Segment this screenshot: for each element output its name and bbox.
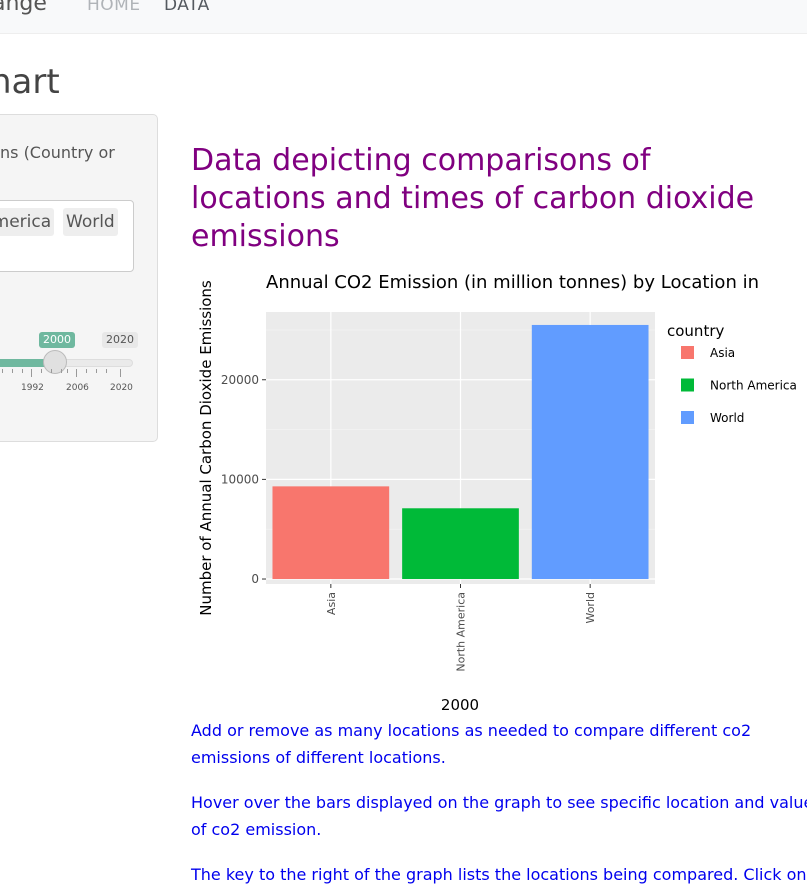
x-tick-label: North America bbox=[455, 592, 468, 672]
slider-tick bbox=[96, 369, 97, 373]
bar bbox=[531, 324, 649, 580]
nav-link-data[interactable]: DATA bbox=[164, 0, 210, 15]
info-line: Hover over the bars displayed on the gra… bbox=[191, 793, 807, 812]
page-title: hart bbox=[0, 62, 60, 102]
main-heading: Data depicting comparisons of locations … bbox=[191, 142, 807, 256]
bar bbox=[402, 508, 519, 580]
slider-tick bbox=[51, 369, 52, 373]
slider-tick-label: 2006 bbox=[66, 383, 89, 393]
main-heading-line: Data depicting comparisons of bbox=[191, 143, 651, 178]
slider-tick-label: 1992 bbox=[21, 383, 44, 393]
slider-tick bbox=[61, 369, 62, 373]
slider-tick bbox=[76, 369, 77, 377]
info-line: of co2 emission. bbox=[191, 820, 322, 839]
bar bbox=[272, 486, 390, 580]
slider-tick bbox=[41, 369, 42, 373]
y-tick-label: 10000 bbox=[221, 472, 259, 486]
slider-tick bbox=[106, 369, 107, 373]
location-select-label: ns (Country or bbox=[0, 143, 115, 162]
nav-link-home[interactable]: HOME bbox=[87, 0, 141, 15]
legend-label: World bbox=[710, 411, 744, 425]
chart-title: Annual CO2 Emission (in million tonnes) … bbox=[266, 272, 759, 293]
y-axis-label: Number of Annual Carbon Dioxide Emission… bbox=[197, 280, 215, 616]
selected-location-tag[interactable]: America bbox=[0, 208, 55, 236]
legend-label: North America bbox=[710, 379, 797, 393]
slider-tick bbox=[67, 369, 68, 373]
slider-current-value: 2000 bbox=[39, 332, 75, 348]
navbar: ange HOME DATA bbox=[0, 0, 807, 34]
slider-tick-label: 2020 bbox=[110, 383, 133, 393]
info-line: Add or remove as many locations as neede… bbox=[191, 721, 752, 740]
slider-tick bbox=[120, 369, 121, 377]
info-paragraph: Hover over the bars displayed on the gra… bbox=[191, 789, 807, 843]
slider-tick bbox=[2, 369, 3, 373]
slider-tick bbox=[86, 369, 87, 373]
slider-tick bbox=[22, 369, 23, 373]
sidebar-panel bbox=[0, 114, 158, 442]
selected-location-tag[interactable]: World bbox=[63, 208, 118, 236]
legend-label: Asia bbox=[710, 346, 735, 360]
info-paragraph: Add or remove as many locations as neede… bbox=[191, 717, 807, 771]
main-heading-line: locations and times of carbon dioxide bbox=[191, 181, 755, 216]
brand-title[interactable]: ange bbox=[0, 0, 47, 16]
info-paragraph: The key to the right of the graph lists … bbox=[191, 861, 807, 888]
year-slider-fill bbox=[0, 359, 55, 367]
slider-tick bbox=[31, 369, 32, 377]
slider-max-value: 2020 bbox=[102, 332, 138, 348]
y-tick-label: 20000 bbox=[221, 373, 259, 387]
x-tick-label: World bbox=[584, 592, 597, 624]
main-heading-line: emissions bbox=[191, 219, 340, 254]
legend-swatch bbox=[681, 346, 694, 359]
info-line: The key to the right of the graph lists … bbox=[191, 865, 807, 884]
x-axis-label: 2000 bbox=[441, 696, 479, 714]
x-tick-label: Asia bbox=[325, 592, 338, 615]
y-tick-label: 0 bbox=[251, 572, 259, 586]
legend-swatch bbox=[681, 411, 694, 424]
slider-tick bbox=[12, 369, 13, 373]
info-line: emissions of different locations. bbox=[191, 748, 446, 767]
year-slider-handle[interactable] bbox=[43, 350, 67, 374]
legend-swatch bbox=[681, 378, 694, 392]
legend-title: country bbox=[667, 322, 724, 340]
